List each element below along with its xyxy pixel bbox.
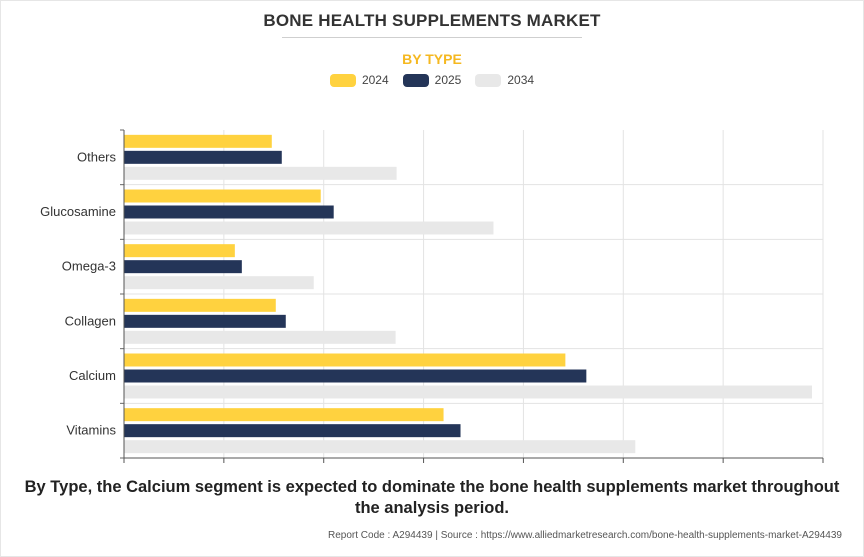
bar-collagen-2024 bbox=[124, 298, 276, 312]
chart-caption: By Type, the Calcium segment is expected… bbox=[24, 478, 840, 517]
category-label-calcium: Calcium bbox=[69, 368, 116, 383]
category-label-glucosamine: Glucosamine bbox=[40, 204, 116, 219]
bar-others-2024 bbox=[124, 134, 272, 148]
report-source-footer: Report Code : A294439 | Source : https:/… bbox=[328, 530, 842, 541]
bar-collagen-2025 bbox=[124, 314, 286, 328]
title-divider bbox=[282, 37, 582, 38]
bar-omega-3-2024 bbox=[124, 244, 235, 258]
bar-vitamins-2024 bbox=[124, 408, 444, 422]
bar-glucosamine-2024 bbox=[124, 189, 321, 203]
bar-calcium-2025 bbox=[124, 369, 587, 383]
legend-label-2024: 2024 bbox=[361, 73, 389, 87]
bar-glucosamine-2034 bbox=[124, 221, 494, 235]
legend-item-2034[interactable]: 2034 bbox=[475, 73, 534, 87]
legend-swatch-2025 bbox=[402, 73, 429, 87]
legend-item-2025[interactable]: 2025 bbox=[402, 73, 462, 87]
bar-omega-3-2034 bbox=[124, 276, 314, 290]
legend-label-2034: 2034 bbox=[507, 73, 535, 87]
chart-subtitle: BY TYPE bbox=[402, 51, 462, 67]
bar-omega-3-2025 bbox=[124, 260, 242, 274]
legend-item-2024[interactable]: 2024 bbox=[329, 73, 389, 87]
bar-glucosamine-2025 bbox=[124, 205, 334, 219]
legend-swatch-2034 bbox=[475, 73, 502, 87]
category-label-others: Others bbox=[77, 149, 117, 164]
chart-title: BONE HEALTH SUPPLEMENTS MARKET bbox=[263, 11, 601, 30]
category-label-vitamins: Vitamins bbox=[66, 423, 116, 438]
bar-vitamins-2025 bbox=[124, 424, 461, 438]
bar-calcium-2034 bbox=[124, 385, 813, 399]
legend: 2024 2025 2034 bbox=[0, 73, 864, 87]
bar-collagen-2034 bbox=[124, 330, 396, 344]
bar-others-2025 bbox=[124, 150, 282, 164]
category-label-collagen: Collagen bbox=[65, 313, 116, 328]
legend-label-2025: 2025 bbox=[434, 73, 462, 87]
bar-vitamins-2034 bbox=[124, 440, 636, 454]
bar-others-2034 bbox=[124, 166, 397, 180]
category-label-omega-3: Omega-3 bbox=[62, 259, 116, 274]
legend-swatch-2024 bbox=[329, 73, 356, 87]
bar-calcium-2024 bbox=[124, 353, 566, 367]
